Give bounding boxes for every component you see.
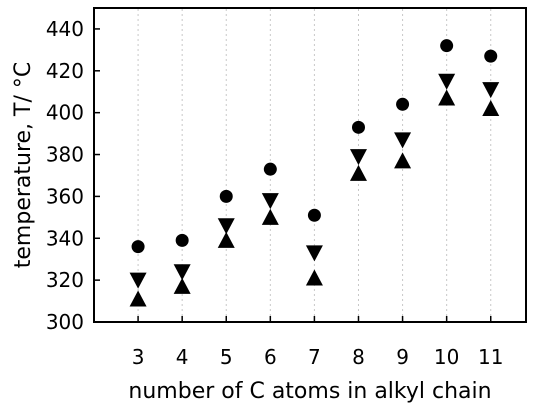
x-tick-label: 10	[434, 345, 459, 369]
x-tick-label: 4	[176, 345, 189, 369]
data-point-triangle-up	[261, 208, 279, 225]
data-point-triangle-up	[129, 290, 147, 307]
data-point-triangle-down	[305, 245, 323, 262]
data-point-circle	[396, 97, 410, 111]
data-point-triangle-up	[438, 89, 456, 106]
data-point-triangle-down	[394, 132, 412, 149]
x-tick-label: 8	[352, 345, 365, 369]
data-point-triangle-down	[349, 149, 367, 166]
data-point-triangle-down	[217, 218, 235, 235]
y-tick-label: 300	[46, 310, 84, 334]
data-point-circle	[440, 39, 454, 53]
x-tick-label: 3	[132, 345, 145, 369]
y-tick-label: 400	[46, 101, 84, 125]
y-tick-label: 420	[46, 59, 84, 83]
data-point-circle	[263, 162, 277, 176]
y-tick-label: 360	[46, 184, 84, 208]
data-point-circle	[175, 233, 189, 247]
data-point-triangle-up	[305, 269, 323, 286]
x-tick-label: 6	[264, 345, 277, 369]
x-axis-title: number of C atoms in alkyl chain	[128, 379, 491, 404]
y-tick-label: 320	[46, 268, 84, 292]
y-tick-label: 440	[46, 17, 84, 41]
x-tick-label: 5	[220, 345, 233, 369]
data-point-triangle-down	[173, 264, 191, 281]
x-tick-label: 9	[396, 345, 409, 369]
data-point-triangle-down	[482, 82, 500, 99]
data-point-triangle-down	[129, 272, 147, 289]
x-axis-ticks: 3 4 5 6 7 8 9 10 11	[132, 316, 503, 369]
data-point-circle	[307, 208, 321, 222]
y-tick-label: 340	[46, 226, 84, 250]
data-point-circle	[484, 49, 498, 63]
data-point-triangle-down	[438, 73, 456, 90]
plot-frame	[93, 7, 527, 323]
data-point-circle	[351, 120, 365, 134]
data-point-triangle-up	[173, 277, 191, 294]
data-point-circle	[131, 240, 145, 254]
data-point-triangle-up	[349, 164, 367, 181]
data-point-triangle-down	[261, 193, 279, 210]
y-tick-label: 380	[46, 143, 84, 167]
data-point-circle	[219, 189, 233, 203]
data-points	[129, 39, 500, 307]
y-axis-ticks: 300 320 340 360 380 400 420 440	[46, 17, 100, 334]
y-axis-title: temperature, T/ °C	[11, 62, 36, 268]
data-point-triangle-up	[394, 152, 412, 169]
x-tick-label: 7	[308, 345, 321, 369]
x-tick-label: 11	[478, 345, 503, 369]
data-point-triangle-up	[217, 231, 235, 248]
data-point-triangle-up	[482, 99, 500, 116]
